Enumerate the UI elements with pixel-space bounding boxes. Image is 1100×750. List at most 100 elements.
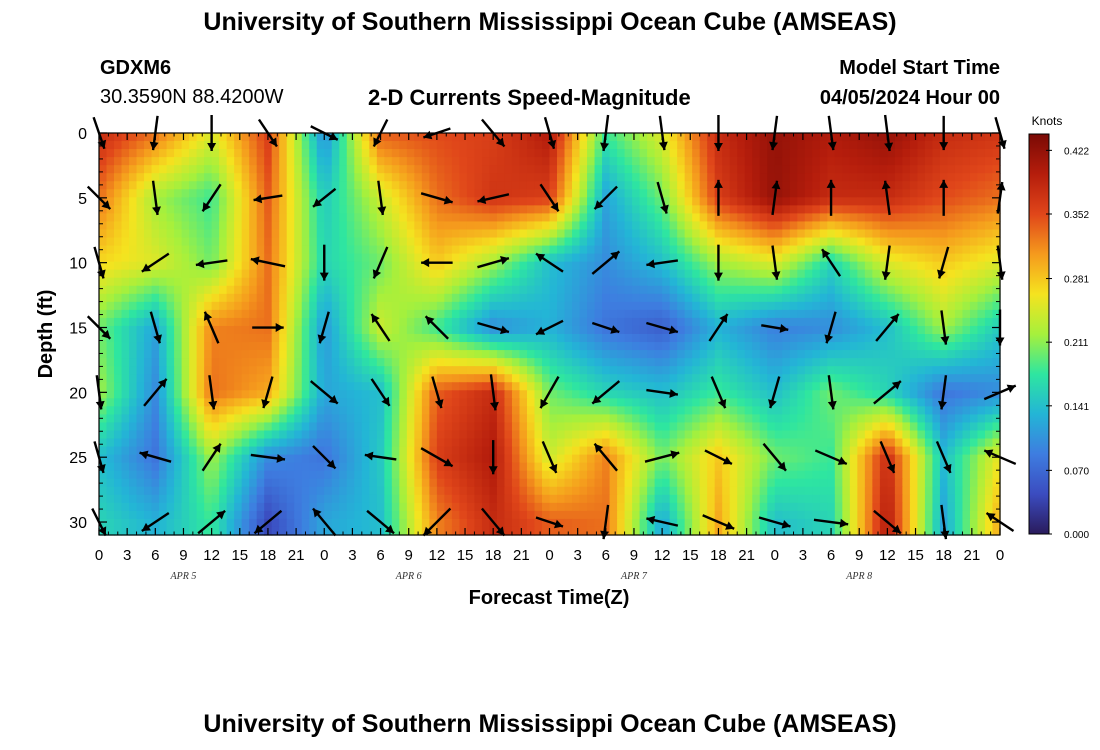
heatmap-cell [264, 350, 273, 359]
heatmap-cell [234, 414, 243, 424]
heatmap-cell [977, 253, 986, 263]
heatmap-cell [729, 245, 738, 255]
heatmap-cell [624, 430, 633, 440]
heatmap-cell [489, 342, 498, 351]
heatmap-cell [902, 301, 911, 311]
heatmap-cell [609, 173, 618, 182]
heatmap-cell [654, 245, 663, 255]
heatmap-cell [316, 301, 325, 311]
heatmap-cell [992, 350, 1001, 359]
heatmap-cell [294, 325, 303, 335]
heatmap-cell [812, 438, 821, 448]
heatmap-cell [279, 430, 288, 440]
heatmap-cell [984, 133, 994, 142]
heatmap-cell [174, 277, 183, 287]
heatmap-cell [286, 157, 295, 166]
heatmap-cell [699, 414, 708, 424]
heatmap-cell [106, 350, 115, 359]
heatmap-cell [864, 261, 873, 271]
heatmap-cell [526, 454, 536, 464]
heatmap-cell [361, 237, 370, 247]
heatmap-cell [519, 197, 528, 206]
heatmap-cell [489, 141, 498, 150]
heatmap-cell [354, 454, 363, 464]
heatmap-cell [241, 446, 250, 456]
heatmap-cell [316, 181, 325, 190]
heatmap-cell [331, 197, 340, 206]
heatmap-cell [947, 269, 956, 279]
heatmap-cell [534, 277, 543, 287]
heatmap-cell [391, 390, 400, 399]
heatmap-cell [414, 133, 423, 142]
heatmap-cell [647, 398, 656, 407]
heatmap-cell [737, 253, 746, 263]
heatmap-cell [511, 197, 521, 206]
heatmap-cell [189, 358, 198, 367]
heatmap-cell [782, 358, 791, 367]
heatmap-cell [924, 149, 934, 158]
heatmap-cell [834, 446, 843, 456]
heatmap-cell [174, 189, 183, 198]
heatmap-cell [481, 438, 491, 448]
heatmap-cell [654, 317, 663, 327]
heatmap-cell [241, 454, 250, 464]
heatmap-cell [819, 422, 828, 432]
heatmap-cell [234, 157, 243, 166]
heatmap-cell [969, 221, 979, 231]
heatmap-cell [399, 334, 408, 343]
heatmap-cell [519, 382, 528, 391]
heatmap-cell [722, 422, 731, 432]
heatmap-cell [827, 309, 836, 319]
heatmap-cell [872, 157, 881, 166]
heatmap-cell [414, 213, 423, 223]
heatmap-cell [451, 462, 460, 472]
heatmap-cell [376, 430, 385, 440]
heatmap-cell [849, 245, 858, 255]
heatmap-cell [767, 374, 776, 383]
heatmap-cell [752, 261, 761, 271]
heatmap-cell [677, 229, 686, 239]
heatmap-cell [196, 414, 205, 424]
heatmap-cell [489, 261, 498, 271]
heatmap-cell [504, 261, 513, 271]
heatmap-cell [804, 454, 813, 464]
heatmap-cell [969, 358, 979, 367]
heatmap-cell [909, 317, 919, 327]
heatmap-cell [519, 149, 528, 158]
heatmap-cell [436, 133, 445, 142]
heatmap-cell [316, 414, 325, 424]
heatmap-cell [129, 229, 138, 239]
heatmap-cell [759, 181, 768, 190]
heatmap-cell [481, 221, 491, 231]
heatmap-cell [902, 317, 911, 327]
heatmap-cell [181, 173, 190, 182]
heatmap-cell [166, 261, 175, 271]
heatmap-cell [466, 374, 476, 383]
heatmap-cell [669, 261, 678, 271]
heatmap-cell [774, 213, 783, 223]
heatmap-cell [541, 422, 551, 432]
heatmap-cell [534, 205, 543, 214]
heatmap-cell [301, 293, 310, 303]
heatmap-cell [541, 406, 551, 415]
heatmap-cell [767, 342, 776, 351]
heatmap-cell [474, 213, 483, 223]
heatmap-cell [789, 342, 798, 351]
heatmap-cell [204, 454, 213, 464]
heatmap-cell [849, 382, 858, 391]
heatmap-cell [962, 446, 971, 456]
heatmap-cell [474, 462, 483, 472]
heatmap-cell [391, 253, 400, 263]
heatmap-cell [992, 213, 1001, 223]
heatmap-cell [624, 350, 633, 359]
heatmap-cell [256, 229, 265, 239]
heatmap-cell [219, 406, 228, 415]
heatmap-cell [827, 350, 836, 359]
heatmap-cell [594, 293, 603, 303]
heatmap-cell [602, 189, 611, 198]
heatmap-cell [121, 149, 130, 158]
heatmap-cell [834, 366, 843, 375]
heatmap-cell [241, 245, 250, 255]
heatmap-cell [609, 430, 618, 440]
heatmap-cell [429, 173, 438, 182]
